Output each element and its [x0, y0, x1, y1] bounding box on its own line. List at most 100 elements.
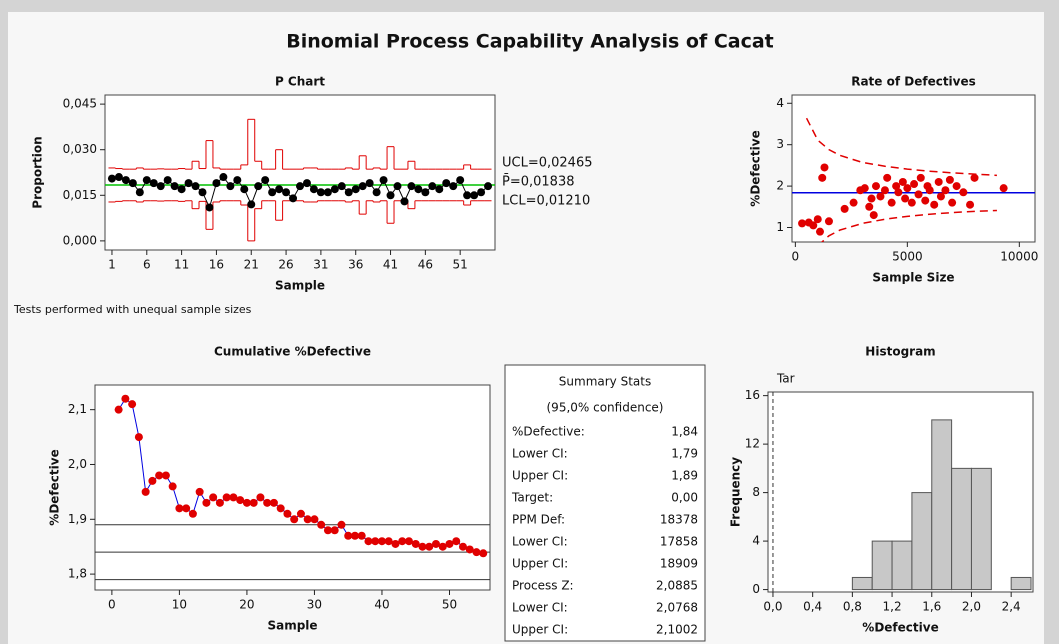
plot-area [105, 95, 495, 250]
y-tick-label: 12 [745, 437, 760, 451]
point [915, 190, 923, 198]
plot-area [95, 385, 490, 590]
x-tick-label: 0,4 [803, 600, 822, 614]
bar [892, 541, 912, 589]
y-tick-label: 1 [776, 220, 784, 234]
point [472, 548, 480, 556]
point [917, 174, 925, 182]
point [380, 176, 388, 184]
x-axis-label: %Defective [862, 621, 938, 635]
y-tick-label: 0 [752, 582, 760, 596]
point [484, 182, 492, 190]
ucl-label: UCL=0,02465 [502, 156, 593, 171]
point [456, 176, 464, 184]
summary-title: Summary Stats [559, 375, 651, 389]
point [178, 185, 186, 193]
y-tick-label: 1,8 [68, 567, 87, 581]
point [442, 179, 450, 187]
y-tick-label: 1,9 [68, 512, 87, 526]
point [358, 532, 366, 540]
point [414, 185, 422, 193]
lcl-label: LCL=0,01210 [502, 194, 590, 209]
bar [912, 493, 932, 590]
point [400, 197, 408, 205]
point [303, 179, 311, 187]
y-tick-label: 4 [776, 96, 784, 110]
point [212, 179, 220, 187]
point [205, 203, 213, 211]
y-tick-label: 0,030 [63, 142, 97, 156]
point [935, 178, 943, 186]
point [199, 188, 207, 196]
y-axis-label: %Defective [48, 449, 62, 525]
x-tick-label: 1 [108, 258, 116, 272]
point [953, 182, 961, 190]
point [289, 194, 297, 202]
point [872, 182, 880, 190]
point [820, 163, 828, 171]
x-tick-label: 51 [453, 258, 468, 272]
point [268, 188, 276, 196]
point [407, 182, 415, 190]
x-tick-label: 2,0 [962, 600, 981, 614]
point [394, 182, 402, 190]
x-axis-label: Sample [275, 279, 325, 293]
summary-subtitle: (95,0% confidence) [547, 401, 664, 415]
point [209, 493, 217, 501]
point [883, 174, 891, 182]
x-axis-label: Sample Size [872, 271, 954, 285]
point [216, 499, 224, 507]
y-tick-label: 0,045 [63, 97, 97, 111]
x-tick-label: 5000 [892, 250, 923, 264]
point [250, 499, 258, 507]
point [157, 182, 165, 190]
y-axis-label: Frequency [729, 457, 743, 527]
point [948, 199, 956, 207]
point [850, 199, 858, 207]
y-tick-label: 8 [752, 485, 760, 499]
target-label: Tar [776, 372, 795, 386]
summary-label: Upper CI: [512, 557, 568, 571]
x-tick-label: 0 [792, 250, 800, 264]
point [283, 510, 291, 518]
x-tick-label: 0 [108, 598, 116, 612]
x-tick-label: 26 [278, 258, 293, 272]
point [108, 175, 116, 183]
chart-title: Rate of Defectives [851, 75, 976, 89]
point [930, 201, 938, 209]
summary-value: 18378 [660, 513, 698, 527]
x-tick-label: 1,6 [922, 600, 941, 614]
point [150, 179, 158, 187]
point [128, 400, 136, 408]
point [115, 173, 123, 181]
summary-value: 1,84 [671, 425, 698, 439]
summary-label: Target: [511, 491, 553, 505]
point [338, 182, 346, 190]
point [888, 199, 896, 207]
summary-value: 17858 [660, 535, 698, 549]
bar [932, 420, 952, 590]
page: Binomial Process Capability Analysis of … [0, 0, 1059, 644]
point [941, 186, 949, 194]
summary-label: Lower CI: [512, 535, 568, 549]
point [421, 188, 429, 196]
point [171, 182, 179, 190]
point [971, 174, 979, 182]
point [247, 200, 255, 208]
point [881, 186, 889, 194]
point [189, 510, 197, 518]
y-tick-label: 16 [745, 388, 760, 402]
point [825, 217, 833, 225]
point [861, 184, 869, 192]
point [164, 176, 172, 184]
point [387, 191, 395, 199]
point [270, 499, 278, 507]
point [317, 188, 325, 196]
x-tick-label: 50 [442, 598, 457, 612]
point [337, 521, 345, 529]
chart-title: Cumulative %Defective [214, 345, 371, 359]
note: Tests performed with unequal sample size… [13, 303, 252, 316]
point [129, 179, 137, 187]
bar [1011, 577, 1031, 589]
point [373, 188, 381, 196]
